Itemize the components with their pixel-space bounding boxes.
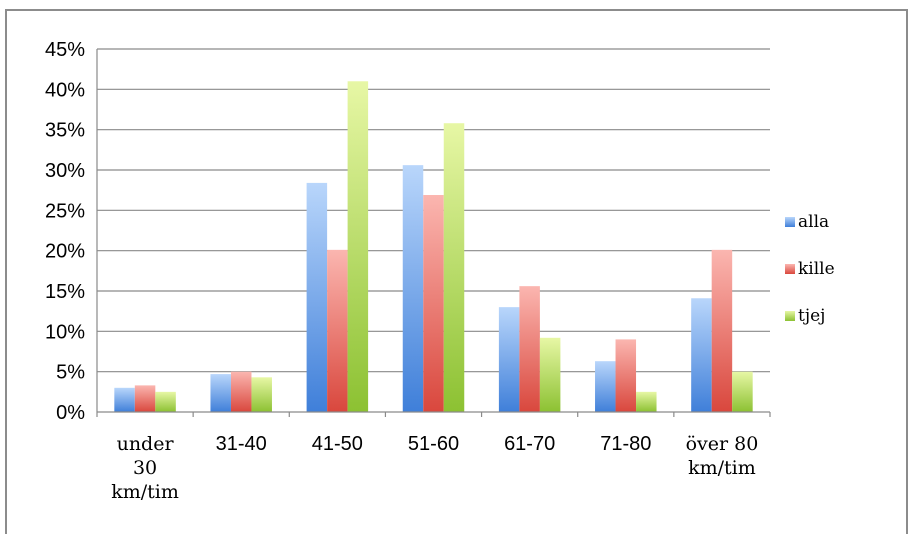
bar-alla bbox=[595, 361, 616, 412]
bar-kille bbox=[711, 249, 733, 412]
y-tick-label: 10% bbox=[45, 321, 85, 343]
bar-tjej bbox=[443, 123, 465, 413]
y-tick-label: 5% bbox=[56, 362, 85, 384]
bar-tjej bbox=[539, 337, 561, 412]
bar-alla bbox=[210, 374, 231, 412]
x-tick-label: 71-80 bbox=[600, 433, 651, 455]
x-tick-label: över 80 km/tim bbox=[686, 433, 759, 479]
x-tick-label: 51-60 bbox=[408, 433, 459, 455]
y-tick-label: 40% bbox=[45, 79, 85, 101]
legend-swatch-kille bbox=[785, 264, 795, 274]
bar-alla bbox=[306, 182, 328, 412]
y-tick-label: 0% bbox=[56, 402, 85, 424]
y-tick-label: 20% bbox=[45, 241, 85, 263]
bar-alla bbox=[114, 387, 135, 412]
y-tick-label: 45% bbox=[45, 39, 85, 61]
bar-kille bbox=[519, 286, 540, 412]
legend: alla kille tjej bbox=[785, 212, 835, 326]
bar-alla bbox=[498, 307, 520, 412]
bar-kille bbox=[615, 339, 637, 412]
bar-kille bbox=[134, 385, 156, 412]
bar-tjej bbox=[636, 391, 657, 412]
bar-kille bbox=[230, 371, 252, 412]
y-tick-label: 25% bbox=[45, 200, 85, 222]
bar-kille bbox=[327, 249, 348, 412]
x-axis bbox=[96, 49, 771, 417]
x-tick-label: 41-50 bbox=[312, 433, 363, 455]
bar-tjej bbox=[732, 371, 753, 412]
legend-label-tjej: tjej bbox=[798, 306, 825, 326]
legend-swatch-alla bbox=[785, 217, 795, 227]
y-axis: 0% 5% 10% 15% 20% 25% 30% 35% 40% 45% bbox=[45, 39, 85, 424]
bar-tjej bbox=[155, 391, 176, 412]
legend-swatch-tjej bbox=[785, 311, 795, 321]
x-tick-label: 61-70 bbox=[504, 433, 555, 455]
bar-layer bbox=[114, 81, 753, 413]
y-tick-label: 15% bbox=[45, 281, 85, 303]
x-tick-labels: under 30 km/tim 31-40 41-50 51-60 61-70 71-80 öv… bbox=[111, 433, 758, 503]
legend-label-kille: kille bbox=[798, 259, 835, 279]
y-tick-label: 30% bbox=[45, 160, 85, 182]
bar-tjej bbox=[347, 81, 369, 413]
y-tick-label: 35% bbox=[45, 120, 85, 142]
x-tick-label: 31-40 bbox=[216, 433, 267, 455]
x-tick-label: under 30 km/tim bbox=[111, 433, 179, 503]
bar-kille bbox=[423, 195, 444, 412]
legend-label-alla: alla bbox=[798, 212, 829, 232]
bar-alla bbox=[402, 165, 424, 412]
bar-tjej bbox=[251, 377, 272, 412]
bar-alla bbox=[691, 298, 712, 412]
